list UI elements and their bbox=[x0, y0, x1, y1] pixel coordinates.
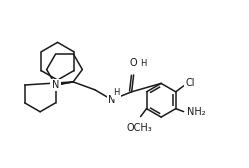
Text: NH₂: NH₂ bbox=[187, 107, 205, 117]
Text: H: H bbox=[141, 59, 147, 68]
Text: N: N bbox=[108, 95, 116, 105]
Text: H: H bbox=[114, 88, 120, 97]
Text: O: O bbox=[130, 58, 137, 68]
Text: Cl: Cl bbox=[186, 78, 195, 88]
Text: OCH₃: OCH₃ bbox=[127, 122, 152, 133]
Text: N: N bbox=[52, 80, 59, 90]
